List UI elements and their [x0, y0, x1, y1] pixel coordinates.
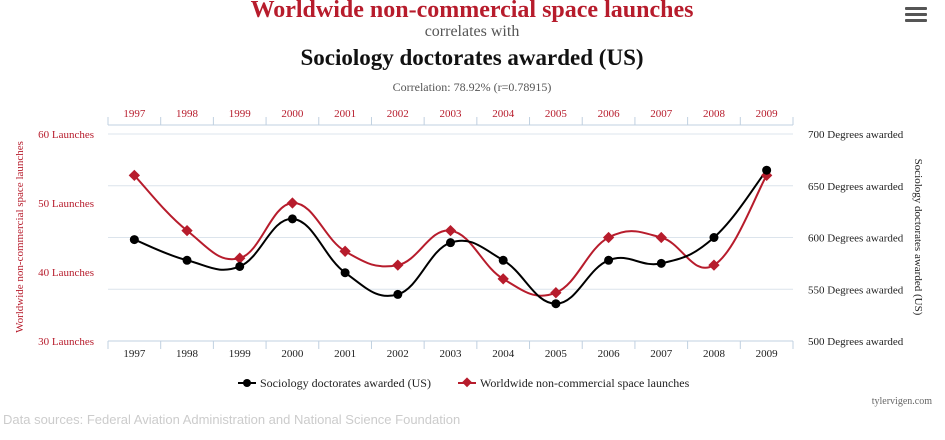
right-axis-title: Sociology doctorates awarded (US)	[912, 159, 924, 316]
point-launches	[444, 224, 457, 237]
point-doctorates	[709, 233, 719, 242]
point-launches	[550, 287, 562, 299]
point-doctorates	[446, 238, 455, 248]
point-doctorates	[129, 235, 139, 245]
x-tick-label-top: 2009	[756, 108, 779, 120]
x-tick-label-top: 2000	[281, 108, 304, 120]
point-doctorates	[393, 289, 403, 299]
point-launches	[339, 245, 351, 257]
x-tick-label-top: 1998	[176, 108, 199, 120]
point-doctorates	[182, 255, 192, 265]
point-launches	[128, 169, 141, 182]
legend-marker-doctorates	[243, 379, 251, 387]
x-tick-label-top: 2006	[598, 108, 621, 120]
point-doctorates	[604, 255, 614, 265]
chart-subtitle-correlates: correlates with	[425, 23, 520, 40]
hamburger-menu-icon[interactable]	[905, 5, 927, 23]
x-tick-label-bottom: 2004	[492, 348, 515, 360]
x-tick-label-top: 1999	[229, 108, 252, 120]
x-tick-label-bottom: 2002	[387, 348, 409, 360]
point-launches	[286, 197, 299, 209]
right-axis-tick-label: 650 Degrees awarded	[808, 181, 904, 193]
x-tick-label-top: 2004	[492, 108, 515, 120]
point-launches	[655, 231, 667, 244]
data-sources: Data sources: Federal Aviation Administr…	[3, 412, 461, 427]
legend-label-launches: Worldwide non-commercial space launches	[480, 376, 690, 390]
x-tick-label-bottom: 2008	[703, 348, 726, 360]
x-tick-label-bottom: 1998	[176, 348, 199, 360]
left-axis-tick-label: 60 Launches	[38, 129, 94, 141]
site-credit[interactable]: tylervigen.com	[871, 396, 932, 407]
x-tick-label-top: 2003	[440, 108, 463, 120]
x-tick-label-bottom: 1997	[123, 348, 146, 360]
x-tick-label-top: 2001	[334, 108, 356, 120]
point-doctorates	[287, 214, 297, 224]
x-tick-label-top: 2002	[387, 108, 409, 120]
point-launches	[708, 259, 720, 271]
x-tick-label-bottom: 2005	[545, 348, 568, 360]
x-tick-label-bottom: 2001	[334, 348, 356, 360]
x-tick-label-top: 2007	[650, 108, 673, 120]
x-tick-label-top: 1997	[123, 108, 146, 120]
x-tick-label-bottom: 2000	[281, 348, 304, 360]
point-doctorates	[235, 261, 245, 271]
left-axis-title: Worldwide non-commercial space launches	[14, 141, 26, 333]
point-launches	[181, 224, 193, 237]
point-launches	[602, 231, 615, 244]
right-axis-tick-label: 600 Degrees awarded	[808, 233, 904, 245]
right-axis-tick-label: 550 Degrees awarded	[808, 284, 904, 296]
x-tick-label-bottom: 2009	[756, 348, 779, 360]
point-doctorates	[762, 165, 772, 175]
correlation-label: Correlation: 78.92% (r=0.78915)	[393, 80, 552, 94]
legend-label-doctorates: Sociology doctorates awarded (US)	[260, 376, 431, 390]
x-tick-label-bottom: 1999	[229, 348, 252, 360]
point-launches	[497, 273, 509, 285]
left-axis-tick-label: 50 Launches	[38, 198, 94, 210]
series-line-doctorates	[133, 169, 768, 305]
left-axis-tick-label: 30 Launches	[38, 336, 94, 348]
point-doctorates	[551, 299, 561, 309]
chart-title: Worldwide non-commercial space launches	[251, 0, 694, 23]
point-doctorates	[498, 255, 508, 265]
x-tick-label-bottom: 2006	[598, 348, 621, 360]
x-tick-label-bottom: 2003	[440, 348, 463, 360]
x-tick-label-bottom: 2007	[650, 348, 673, 360]
point-doctorates	[340, 268, 350, 278]
chart-subtitle-variable: Sociology doctorates awarded (US)	[300, 45, 643, 70]
point-doctorates	[656, 258, 666, 268]
x-tick-label-top: 2008	[703, 108, 726, 120]
right-axis-tick-label: 500 Degrees awarded	[808, 336, 904, 348]
left-axis-tick-label: 40 Launches	[38, 267, 94, 279]
point-launches	[392, 259, 404, 271]
x-tick-label-top: 2005	[545, 108, 568, 120]
right-axis-tick-label: 700 Degrees awarded	[808, 129, 904, 141]
legend-marker-launches	[462, 377, 472, 388]
